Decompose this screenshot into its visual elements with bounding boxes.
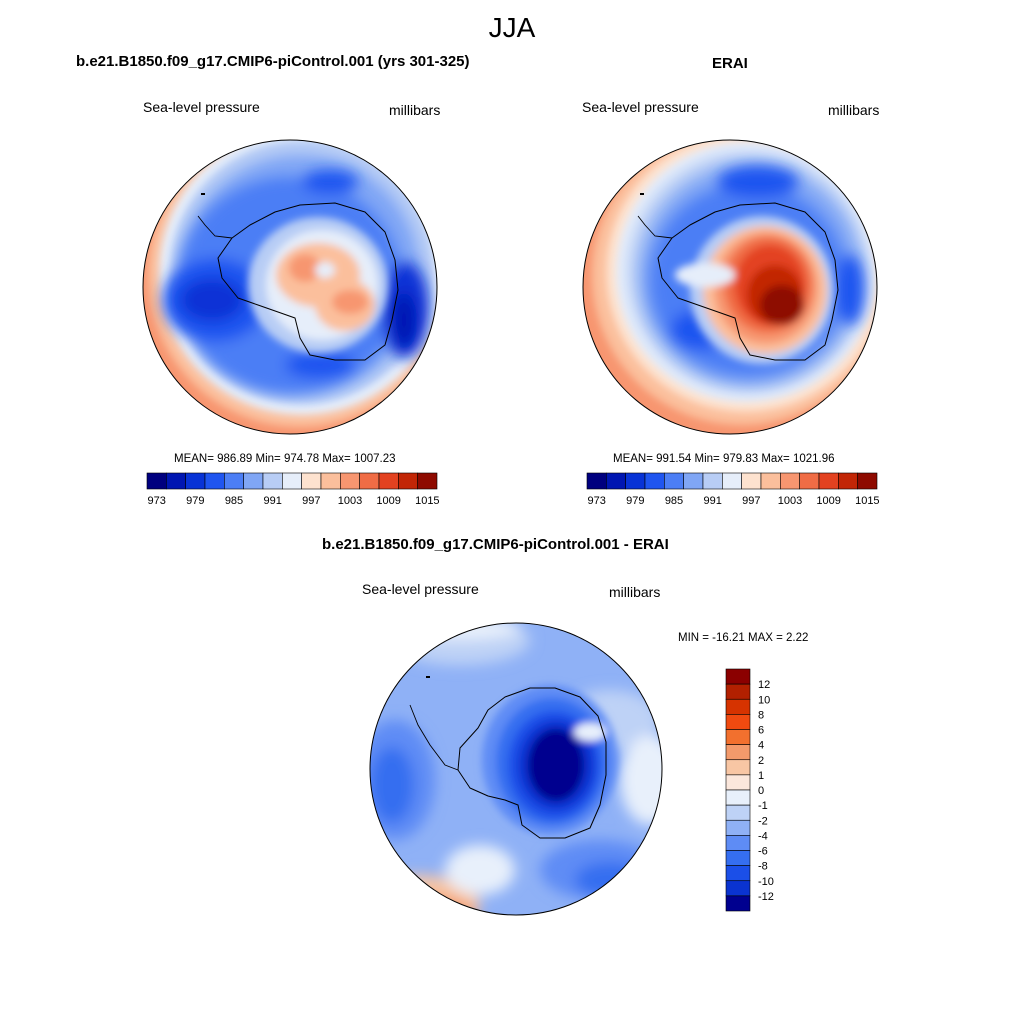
colorbar-swatch (725, 744, 751, 761)
colorbar-panel-2: 973 979 985 991 997 1003 1009 1015 (586, 472, 880, 507)
colorbar-tick-label: -2 (758, 815, 768, 827)
colorbar-swatch (818, 472, 839, 490)
colorbar-swatch (185, 472, 206, 490)
colorbar-swatch (725, 683, 751, 700)
season-title: JJA (488, 12, 536, 43)
colorbar-tick-label: 973 (147, 495, 165, 507)
colorbar-swatch (702, 472, 723, 490)
colorbar-swatch (741, 472, 762, 490)
colorbar-tick-label: 2 (758, 755, 764, 767)
colorbar-swatch (378, 472, 399, 490)
colorbar-swatch (725, 759, 751, 776)
colorbar-swatch (725, 835, 751, 851)
colorbar-tick-label: -12 (758, 891, 774, 903)
colorbar-panel-1: 973 979 985 991 997 1003 1009 1015 (146, 472, 440, 507)
colorbar-tick-label: 1003 (778, 495, 802, 507)
colorbar-swatch (340, 472, 360, 490)
colorbar-tick-label: -4 (758, 830, 768, 842)
colorbar-swatch (664, 472, 684, 490)
colorbar-swatch (166, 472, 186, 490)
colorbar-tick-label: -8 (758, 861, 768, 873)
panel-3-title: b.e21.B1850.f09_g17.CMIP6-piControl.001 … (322, 536, 669, 553)
colorbar-swatch (320, 472, 341, 490)
colorbar-swatch (644, 472, 665, 490)
colorbar-swatch (417, 472, 438, 490)
colorbar-swatch (146, 472, 167, 490)
colorbar-swatch (725, 819, 751, 836)
colorbar-tick-label: 997 (742, 495, 760, 507)
colorbar-swatch (606, 472, 626, 490)
colorbar-swatch (243, 472, 264, 490)
colorbar-tick-label: 979 (626, 495, 644, 507)
colorbar-swatch (780, 472, 800, 490)
colorbar-tick-label: 12 (758, 679, 770, 691)
colorbar-tick-label: 1009 (816, 495, 840, 507)
colorbar-swatch (799, 472, 820, 490)
colorbar-tick-label: 8 (758, 709, 764, 721)
colorbar-tick-label: 1009 (376, 495, 400, 507)
colorbar-tick-label: 1 (758, 770, 764, 782)
colorbar-tick-label: 973 (587, 495, 605, 507)
colorbar-tick-label: 1015 (855, 495, 879, 507)
map-panel-1 (143, 140, 437, 434)
colorbar-tick-label: -10 (758, 876, 774, 888)
colorbar-swatch (725, 789, 751, 806)
colorbar-swatch (725, 729, 751, 745)
colorbar-tick-label: 997 (302, 495, 320, 507)
panel-2-title: ERAI (712, 55, 748, 72)
panel-3-variable-label: Sea-level pressure (362, 581, 479, 597)
panel-1-stats: MEAN= 986.89 Min= 974.78 Max= 1007.23 (174, 453, 396, 465)
colorbar-tick-label: -6 (758, 846, 768, 858)
colorbar-swatch (725, 804, 751, 821)
colorbar-tick-label: 1003 (338, 495, 362, 507)
panel-2-stats: MEAN= 991.54 Min= 979.83 Max= 1021.96 (613, 453, 835, 465)
colorbar-swatch (262, 472, 283, 490)
colorbar-swatch (760, 472, 781, 490)
colorbar-tick-label: -1 (758, 800, 768, 812)
colorbar-swatch (359, 472, 380, 490)
colorbar-tick-label: 0 (758, 785, 764, 797)
colorbar-tick-label: 1015 (415, 495, 439, 507)
panel-3-stats: MIN = -16.21 MAX = 2.22 (678, 632, 809, 644)
colorbar-swatch (725, 895, 751, 912)
colorbar-tick-label: 10 (758, 694, 770, 706)
colorbar-swatch (725, 668, 751, 685)
colorbar-swatch (725, 698, 751, 715)
colorbar-swatch (857, 472, 878, 490)
colorbar-swatch (725, 880, 751, 897)
colorbar-tick-label: 991 (703, 495, 721, 507)
map-panel-3 (370, 623, 662, 915)
colorbar-swatch (683, 472, 704, 490)
colorbar-swatch (398, 472, 418, 490)
colorbar-tick-label: 991 (263, 495, 281, 507)
colorbar-swatch (722, 472, 742, 490)
panel-1-variable-label: Sea-level pressure (143, 99, 260, 115)
colorbar-tick-label: 985 (665, 495, 683, 507)
panel-2-units-label: millibars (828, 102, 880, 118)
colorbar-swatch (586, 472, 607, 490)
colorbar-swatch (204, 472, 225, 490)
colorbar-swatch (725, 850, 751, 866)
colorbar-swatch (282, 472, 302, 490)
colorbar-tick-label: 4 (758, 740, 764, 752)
panel-2-variable-label: Sea-level pressure (582, 99, 699, 115)
colorbar-swatch (301, 472, 322, 490)
colorbar-swatch (838, 472, 858, 490)
colorbar-swatch (725, 714, 751, 730)
colorbar-tick-label: 979 (186, 495, 204, 507)
panel-1-units-label: millibars (389, 102, 441, 118)
panel-1-title: b.e21.B1850.f09_g17.CMIP6-piControl.001 … (76, 53, 470, 70)
colorbar-swatch (224, 472, 244, 490)
colorbar-swatch (725, 865, 751, 882)
panel-3-units-label: millibars (609, 584, 661, 600)
colorbar-tick-label: 985 (225, 495, 243, 507)
map-panel-2 (583, 140, 877, 434)
colorbar-swatch (725, 774, 751, 791)
colorbar-tick-label: 6 (758, 725, 764, 737)
colorbar-swatch (625, 472, 646, 490)
